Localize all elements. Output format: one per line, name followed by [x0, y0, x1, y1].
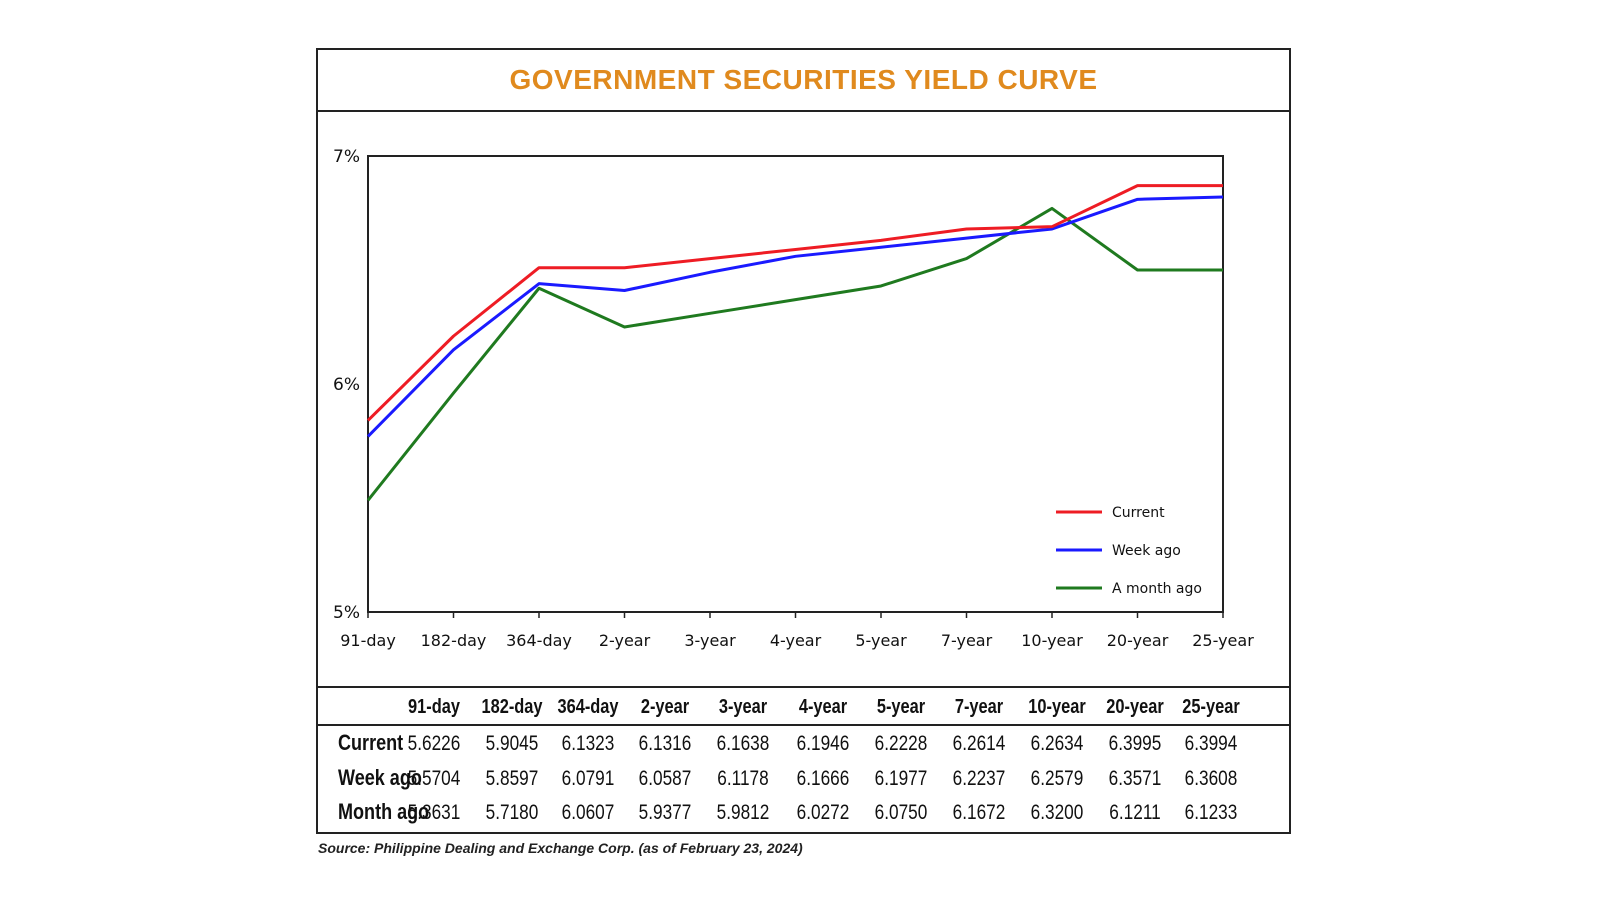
table-cell: 6.2614 [952, 732, 1006, 755]
table-row-label: Current [338, 730, 404, 755]
chart-title: GOVERNMENT SECURITIES YIELD CURVE [509, 64, 1098, 95]
table-cell: 6.2579 [1030, 767, 1084, 790]
x-tick-label: 5-year [855, 631, 907, 650]
x-tick-label: 2-year [599, 631, 651, 650]
table-header-cell: 4-year [798, 696, 848, 718]
table-header-cell: 182-day [481, 696, 543, 718]
yield-curve-chart: 5% 6% 7% 91-day 182-day 364-day 2-year 3-year 4-… [333, 147, 1254, 650]
table-cell: 5.9045 [485, 732, 539, 755]
y-tick-label: 7% [333, 147, 360, 167]
table-cell: 6.1638 [716, 732, 770, 755]
table-header-cell: 25-year [1182, 696, 1240, 718]
legend-label: Week ago [1112, 543, 1181, 559]
series-line-current [366, 184, 1223, 422]
table-cell: 6.0272 [796, 801, 850, 824]
table-cell: 6.1316 [638, 732, 692, 755]
table-row-label: Month ago [338, 799, 430, 824]
x-tick-label: 7-year [941, 631, 993, 650]
series-line-week-ago [366, 195, 1224, 438]
table-cell: 6.1178 [717, 767, 769, 790]
source-note: Source: Philippine Dealing and Exchange … [318, 840, 803, 856]
table-cell: 6.1977 [874, 767, 928, 790]
table-cell: 5.6226 [407, 732, 461, 755]
table-cell: 6.3994 [1184, 732, 1238, 755]
table-header-cell: 2-year [640, 696, 690, 718]
table-cell: 5.3631 [407, 801, 461, 824]
table-cell: 6.2634 [1030, 732, 1084, 755]
title-bar: GOVERNMENT SECURITIES YIELD CURVE [318, 50, 1289, 112]
x-tick-label: 182-day [421, 631, 487, 650]
table-cell: 6.3571 [1108, 767, 1162, 790]
x-tick-label: 91-day [340, 631, 396, 650]
legend-label: Current [1112, 505, 1165, 521]
table-cell: 5.7180 [485, 801, 539, 824]
table-header-cell: 5-year [876, 696, 926, 718]
legend-label: A month ago [1112, 581, 1202, 597]
y-tick-label: 6% [333, 375, 360, 395]
table-cell: 6.0791 [561, 767, 615, 790]
table-cell: 5.8597 [485, 767, 539, 790]
table-cell: 6.1323 [561, 732, 615, 755]
table-cell: 5.9377 [638, 801, 692, 824]
x-tick-label: 3-year [684, 631, 736, 650]
yield-table-header: 91-day 182-day 364-day 2-year 3-year 4-year 5-… [318, 686, 1289, 726]
x-tick-label: 25-year [1192, 631, 1254, 650]
x-tick-label: 10-year [1021, 631, 1083, 650]
chart-frame: GOVERNMENT SECURITIES YIELD CURVE 5% 6% 7%… [316, 48, 1291, 834]
y-tick-label: 5% [333, 603, 360, 623]
table-header-cell: 3-year [718, 696, 768, 718]
table-cell: 6.0587 [638, 767, 692, 790]
table-cell: 6.1666 [796, 767, 850, 790]
table-header-cell: 364-day [557, 696, 619, 718]
table-cell: 6.1946 [796, 732, 850, 755]
table-cell: 6.0607 [561, 801, 615, 824]
table-cell: 5.5704 [407, 767, 461, 790]
table-cell: 6.1211 [1109, 801, 1161, 824]
table-cell: 6.1233 [1184, 801, 1238, 824]
table-header-cell: 10-year [1028, 696, 1086, 718]
x-tick-label: 20-year [1107, 631, 1169, 650]
table-cell: 6.0750 [874, 801, 928, 824]
table-cell: 6.2237 [952, 767, 1006, 790]
table-header-cell: 91-day [408, 696, 460, 718]
table-cell: 6.3995 [1108, 732, 1162, 755]
x-tick-label: 364-day [506, 631, 572, 650]
table-row-label: Week ago [338, 765, 422, 790]
table-cell: 6.3200 [1030, 801, 1084, 824]
plot-area [367, 155, 1224, 613]
table-header-cell: 7-year [954, 696, 1004, 718]
table-cell: 6.2228 [874, 732, 928, 755]
x-tick-label: 4-year [770, 631, 822, 650]
table-cell: 5.9812 [716, 801, 770, 824]
table-header-cell: 20-year [1106, 696, 1164, 718]
table-cell: 6.1672 [952, 801, 1006, 824]
table-cell: 6.3608 [1184, 767, 1238, 790]
series-line-a-month-ago [366, 206, 1223, 502]
